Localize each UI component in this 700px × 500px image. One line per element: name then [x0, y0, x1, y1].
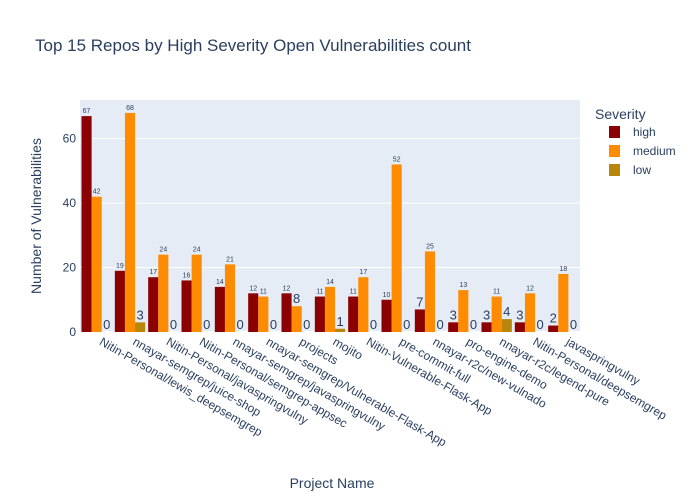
bar-high — [181, 280, 192, 332]
bar-low — [135, 322, 146, 332]
bar-medium — [324, 286, 336, 332]
bar-high — [148, 277, 159, 332]
legend-swatch-low — [609, 164, 620, 176]
legend-title: Severity — [595, 106, 646, 122]
bar-value-label: 1 — [336, 314, 343, 329]
legend-label-high: high — [633, 125, 656, 139]
bar-value-label: 67 — [83, 108, 91, 115]
bar-high — [281, 293, 292, 332]
bar-value-label: 11 — [316, 289, 323, 296]
bar-value-label: 21 — [226, 256, 234, 263]
y-tick-label: 0 — [69, 325, 76, 339]
bar-high — [214, 286, 225, 332]
bar-high — [414, 309, 425, 332]
x-axis-ticks: Nitin-Personal/lewis_deepsemgrepnnayar-s… — [97, 334, 669, 450]
bar-value-label: 17 — [359, 269, 367, 276]
bar-high — [448, 322, 459, 332]
bar-value-label: 0 — [570, 317, 577, 332]
bar-value-label: 12 — [283, 285, 291, 292]
bar-value-label: 0 — [436, 317, 443, 332]
bar-value-label: 3 — [450, 307, 457, 322]
bar-value-label: 24 — [193, 247, 201, 254]
bar-value-label: 8 — [293, 291, 300, 306]
bar-value-label: 2 — [550, 311, 557, 326]
bar-value-label: 14 — [216, 279, 224, 286]
bar-value-label: 3 — [136, 307, 143, 322]
bar-high — [481, 322, 492, 332]
bar-medium — [291, 306, 302, 332]
bar-medium — [491, 296, 502, 332]
bar-medium — [158, 254, 169, 332]
bar-high — [114, 270, 125, 332]
bar-medium — [524, 293, 536, 332]
bar-value-label: 0 — [236, 317, 243, 332]
bar-medium — [458, 290, 469, 332]
legend: Severity high medium low — [595, 106, 676, 177]
bar-value-label: 0 — [270, 317, 277, 332]
bar-high — [381, 299, 392, 332]
bar-value-label: 4 — [503, 304, 510, 319]
bar-value-label: 11 — [350, 289, 357, 296]
bar-medium — [424, 251, 436, 332]
bar-value-label: 3 — [483, 307, 490, 322]
bar-high — [514, 322, 525, 332]
bar-value-label: 17 — [149, 269, 157, 276]
bar-value-label: 0 — [203, 317, 210, 332]
y-tick-label: 20 — [63, 261, 77, 275]
bar-value-label: 14 — [326, 279, 334, 286]
bar-value-label: 0 — [170, 317, 177, 332]
y-tick-label: 40 — [63, 196, 77, 210]
bar-value-label: 18 — [559, 266, 567, 273]
bar-value-label: 0 — [370, 317, 377, 332]
bar-low — [335, 328, 346, 332]
bar-high — [548, 325, 559, 332]
bar-value-label: 68 — [126, 105, 134, 112]
bar-value-label: 12 — [249, 285, 257, 292]
bar-value-label: 0 — [536, 317, 543, 332]
y-axis-ticks: 0 20 40 60 — [63, 132, 77, 339]
bar-value-label: 3 — [516, 307, 523, 322]
legend-swatch-medium — [609, 145, 620, 157]
bar-value-label: 12 — [526, 285, 534, 292]
bar-high — [81, 116, 92, 332]
bar-value-label: 24 — [159, 247, 167, 254]
bar-medium — [391, 164, 402, 332]
bar-high — [248, 293, 259, 332]
bar-value-label: 52 — [393, 156, 401, 163]
bar-value-label: 10 — [383, 292, 391, 299]
y-axis-label: Number of Vulnerabilities — [28, 138, 44, 294]
bar-value-label: 16 — [183, 272, 191, 279]
legend-swatch-high — [609, 126, 620, 138]
bar-value-label: 0 — [470, 317, 477, 332]
bar-high — [314, 296, 325, 332]
bar-high — [348, 296, 359, 332]
bar-medium — [558, 274, 569, 332]
legend-label-low: low — [633, 163, 651, 177]
bar-medium — [191, 254, 202, 332]
bar-medium — [258, 296, 269, 332]
bar-value-label: 0 — [303, 317, 310, 332]
bar-value-label: 0 — [103, 317, 110, 332]
bar-value-label: 42 — [93, 189, 101, 196]
bar-medium — [224, 264, 236, 332]
bar-medium — [124, 112, 136, 332]
legend-label-medium: medium — [633, 144, 676, 158]
bar-medium — [91, 196, 102, 332]
bar-value-label: 11 — [260, 289, 267, 296]
bar-value-label: 0 — [403, 317, 410, 332]
bar-low — [501, 319, 512, 332]
bar-value-label: 7 — [416, 294, 423, 309]
bar-value-label: 25 — [426, 243, 434, 250]
y-tick-label: 60 — [63, 132, 77, 146]
bar-value-label: 13 — [459, 282, 467, 289]
bar-value-label: 19 — [116, 263, 124, 270]
bar-value-label: 11 — [493, 289, 500, 296]
x-axis-label: Project Name — [290, 475, 375, 491]
chart-title: Top 15 Repos by High Severity Open Vulne… — [35, 36, 471, 55]
bar-medium — [358, 277, 369, 332]
